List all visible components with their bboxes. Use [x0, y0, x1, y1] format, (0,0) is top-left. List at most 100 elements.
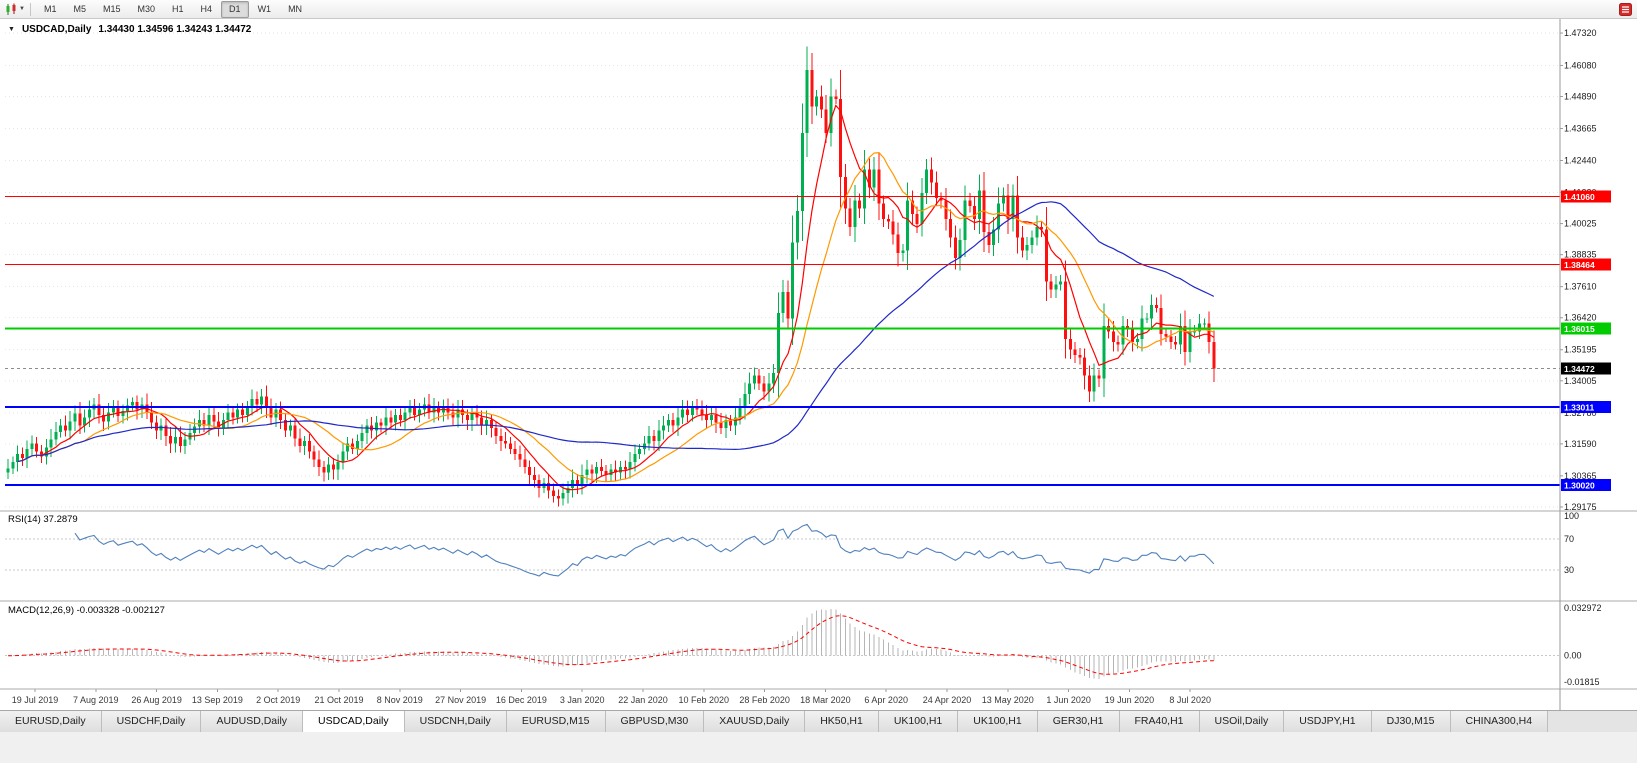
svg-text:30: 30 [1564, 565, 1574, 575]
timeframe-button-MN[interactable]: MN [288, 3, 303, 14]
chart-tab-HK50-H1[interactable]: HK50,H1 [805, 711, 879, 732]
timeframe-toolbar: M1 M5 M15 M30 H1 H4 D1 W1 MN [36, 0, 310, 18]
current-price-tag: 1.34472 [1561, 362, 1611, 375]
svg-text:1.36015: 1.36015 [1564, 324, 1595, 334]
date-axis-labels[interactable]: 19 Jul 2019 7 Aug 2019 26 Aug 2019 13 Sep 2… [12, 689, 1211, 705]
svg-text:0.032972: 0.032972 [1564, 603, 1602, 613]
svg-text:24 Apr 2020: 24 Apr 2020 [923, 695, 972, 705]
chart-tabs-bar: EURUSD,Daily USDCHF,Daily AUDUSD,Daily USDC… [0, 710, 1637, 732]
chart-tab-UK100-H1[interactable]: UK100,H1 [958, 711, 1038, 732]
chart-window: 1.473201.460801.448901.436651.424401.412… [0, 19, 1637, 710]
chart-tab-USOil-Daily[interactable]: USOil,Daily [1199, 711, 1285, 732]
svg-text:19 Jun 2020: 19 Jun 2020 [1105, 695, 1155, 705]
pane-separators [0, 510, 1637, 690]
ma-line-17 [17, 151, 1214, 483]
svg-text:1.34472: 1.34472 [1564, 364, 1595, 374]
timeframe-button-M1[interactable]: M1 [43, 3, 57, 14]
chevron-down-icon[interactable]: ▼ [19, 6, 25, 12]
svg-text:21 Oct 2019: 21 Oct 2019 [314, 695, 363, 705]
svg-text:13 May 2020: 13 May 2020 [982, 695, 1034, 705]
chart-type-icon[interactable] [3, 1, 21, 17]
svg-text:100: 100 [1564, 511, 1579, 521]
market-watch-red-icon[interactable] [1616, 1, 1634, 17]
top-toolbar: ▼ M1 M5 M15 M30 H1 H4 D1 W1 MN [0, 0, 1637, 19]
svg-text:1.44890: 1.44890 [1564, 92, 1597, 102]
rsi-line [74, 523, 1215, 577]
chart-tab-AUDUSD-Daily[interactable]: AUDUSD,Daily [201, 711, 304, 732]
svg-text:-0.01815: -0.01815 [1564, 677, 1600, 687]
chart-tab-DJ30-M15[interactable]: DJ30,M15 [1371, 711, 1451, 732]
svg-text:8 Nov 2019: 8 Nov 2019 [377, 695, 423, 705]
svg-text:22 Jan 2020: 22 Jan 2020 [618, 695, 668, 705]
svg-text:1.32780: 1.32780 [1564, 408, 1597, 418]
svg-text:1.40025: 1.40025 [1564, 219, 1597, 229]
svg-text:16 Dec 2019: 16 Dec 2019 [496, 695, 547, 705]
svg-text:1.33011: 1.33011 [1564, 402, 1595, 412]
chart-tab-EURUSD-Daily[interactable]: EURUSD,Daily [0, 711, 102, 732]
chart-tab-XAUUSD-Daily[interactable]: XAUUSD,Daily [704, 711, 806, 732]
svg-text:70: 70 [1564, 534, 1574, 544]
svg-text:18 Mar 2020: 18 Mar 2020 [800, 695, 851, 705]
timeframe-button-M15[interactable]: M15 [102, 3, 121, 14]
chart-tab-USDCNH-Daily[interactable]: USDCNH,Daily [404, 711, 507, 732]
macd-histogram [12, 609, 1215, 679]
svg-text:1.46080: 1.46080 [1564, 60, 1597, 70]
svg-text:27 Nov 2019: 27 Nov 2019 [435, 695, 486, 705]
svg-text:8 Jul 2020: 8 Jul 2020 [1169, 695, 1211, 705]
toolbar-separator [29, 2, 31, 16]
svg-text:13 Sep 2019: 13 Sep 2019 [192, 695, 243, 705]
chart-tab-FRA40-H1[interactable]: FRA40,H1 [1119, 711, 1200, 732]
chart-tab-USDCAD-Daily[interactable]: USDCAD,Daily [303, 711, 405, 732]
price-gridlines [5, 32, 1560, 508]
timeframe-button-W1[interactable]: W1 [257, 3, 272, 14]
chart-tab-CHINA300-H4[interactable]: CHINA300,H4 [1450, 711, 1549, 732]
chart-tab-USDJPY-H1[interactable]: USDJPY,H1 [1284, 711, 1372, 732]
price-chart-svg[interactable]: 1.473201.460801.448901.436651.424401.412… [0, 19, 1637, 710]
timeframe-button-H4[interactable]: H4 [200, 3, 213, 14]
svg-text:1.38835: 1.38835 [1564, 250, 1597, 260]
candlestick-series[interactable] [6, 46, 1216, 507]
svg-text:1.38464: 1.38464 [1564, 260, 1595, 270]
ma-line-8 [17, 104, 1215, 491]
svg-text:28 Feb 2020: 28 Feb 2020 [739, 695, 790, 705]
chart-tab-USDCHF-Daily[interactable]: USDCHF,Daily [101, 711, 202, 732]
collapse-triangle-icon[interactable]: ▼ [8, 26, 15, 33]
macd-axis-labels[interactable]: 0.032972 0.00 -0.01815 [1564, 603, 1602, 687]
svg-text:1.31590: 1.31590 [1564, 439, 1597, 449]
candlestick-glyph [6, 3, 16, 15]
svg-text:1.37610: 1.37610 [1564, 282, 1597, 292]
status-area [0, 732, 1637, 763]
chart-tab-GBPUSD-M30[interactable]: GBPUSD,M30 [605, 711, 705, 732]
chart-tab-UK100-H1[interactable]: UK100,H1 [878, 711, 959, 732]
ma-lines [17, 104, 1215, 491]
timeframe-button-D1[interactable]: D1 [221, 0, 249, 18]
svg-text:1.43665: 1.43665 [1564, 124, 1597, 134]
svg-text:1 Jun 2020: 1 Jun 2020 [1046, 695, 1091, 705]
svg-text:26 Aug 2019: 26 Aug 2019 [131, 695, 182, 705]
chart-tab-EURUSD-M15[interactable]: EURUSD,M15 [506, 711, 606, 732]
svg-text:19 Jul 2019: 19 Jul 2019 [12, 695, 59, 705]
price-level-tag-1.33011: 1.33011 [1561, 400, 1611, 413]
macd-signal-line [8, 615, 1214, 675]
svg-text:7 Aug 2019: 7 Aug 2019 [73, 695, 119, 705]
svg-text:0.00: 0.00 [1564, 651, 1582, 661]
rsi-axis-labels[interactable]: 100 70 30 [1564, 511, 1579, 575]
svg-text:1.30365: 1.30365 [1564, 471, 1597, 481]
rsi-levels [5, 538, 1560, 571]
ma-line-55 [17, 201, 1215, 463]
svg-text:1.30020: 1.30020 [1564, 480, 1595, 490]
svg-text:6 Apr 2020: 6 Apr 2020 [864, 695, 908, 705]
svg-text:1.36420: 1.36420 [1564, 313, 1597, 323]
svg-text:1.42440: 1.42440 [1564, 156, 1597, 166]
chart-tab-GER30-H1[interactable]: GER30,H1 [1037, 711, 1120, 732]
price-level-tag-1.38464: 1.38464 [1561, 258, 1611, 271]
svg-text:10 Feb 2020: 10 Feb 2020 [679, 695, 730, 705]
red-grid-glyph [1618, 2, 1632, 16]
svg-text:1.47320: 1.47320 [1564, 28, 1597, 38]
svg-text:1.29175: 1.29175 [1564, 502, 1597, 512]
timeframe-button-M5[interactable]: M5 [73, 3, 86, 14]
svg-text:1.41060: 1.41060 [1564, 192, 1595, 202]
timeframe-button-M30[interactable]: M30 [137, 3, 156, 14]
timeframe-button-H1[interactable]: H1 [172, 3, 184, 14]
price-level-tag-1.41060: 1.41060 [1561, 190, 1611, 203]
